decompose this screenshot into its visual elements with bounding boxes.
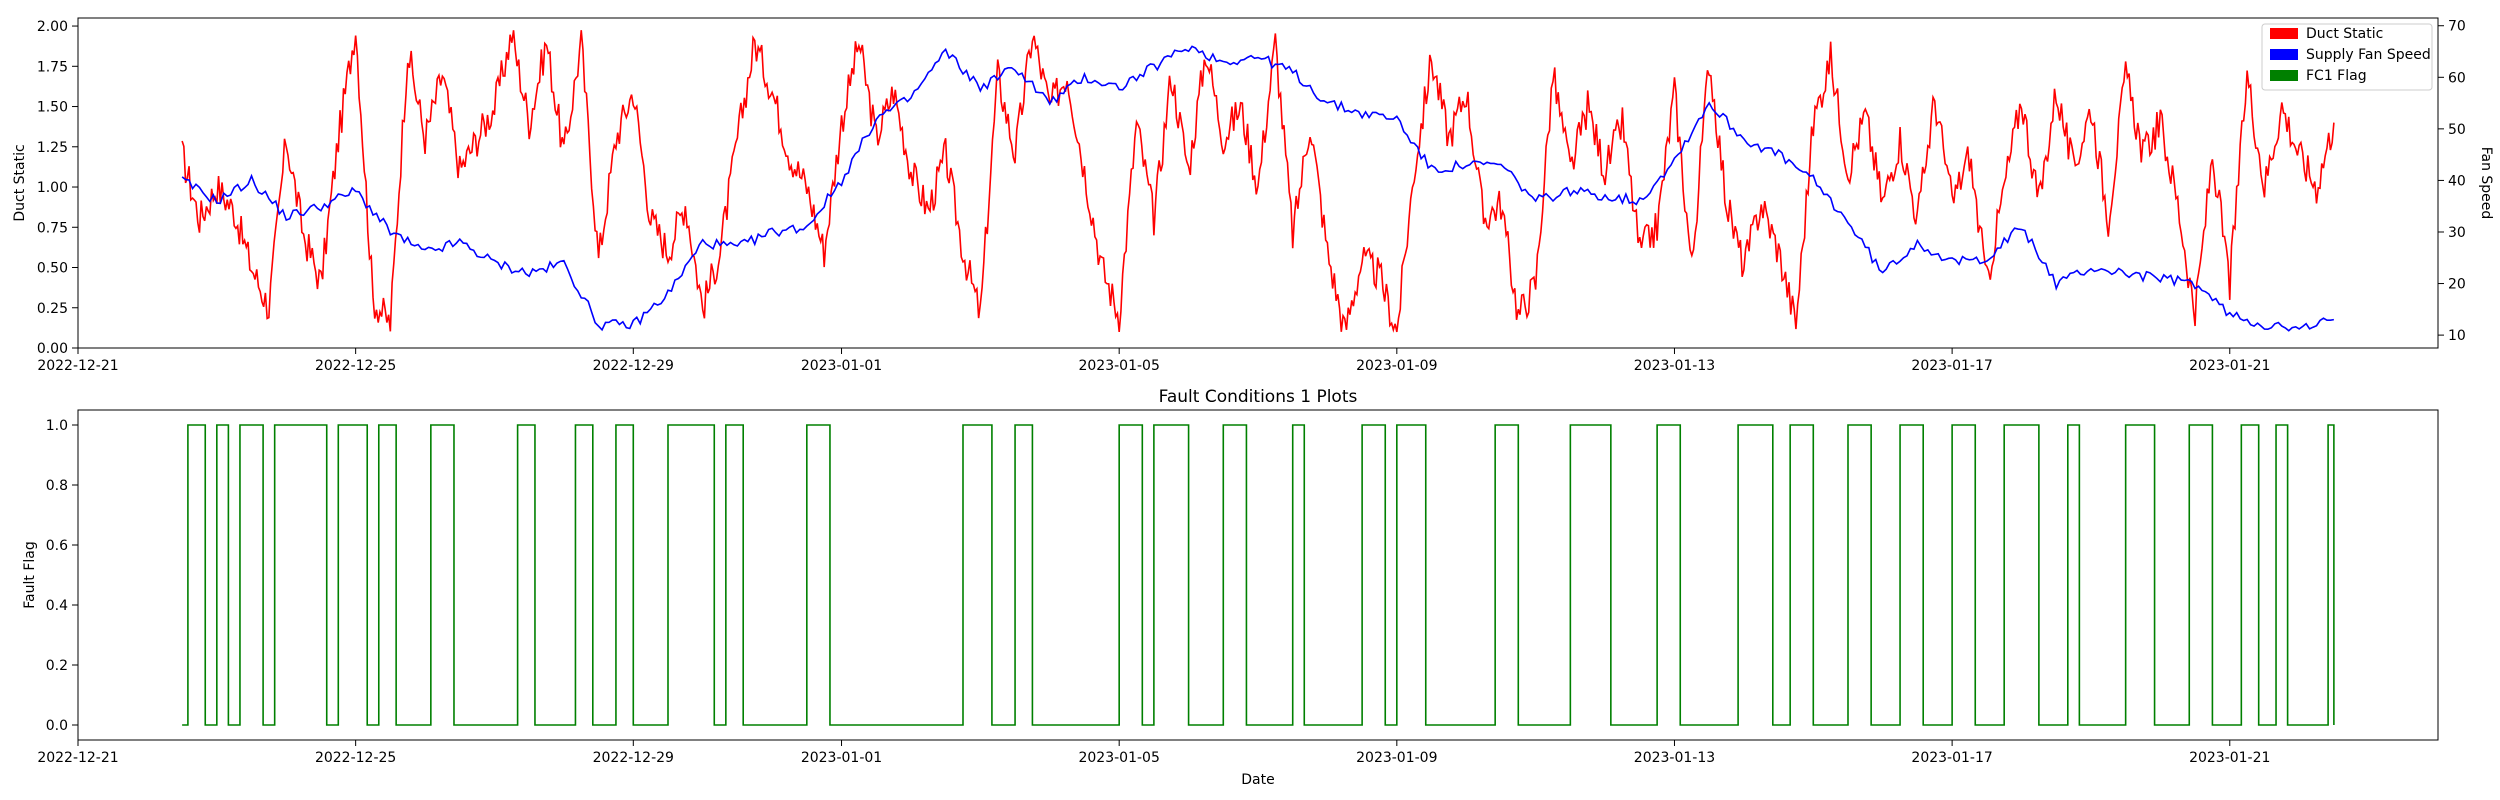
bottom-x-ticks: 2022-12-21 2022-12-25 2022-12-29 2023-01-01… — [37, 740, 2270, 766]
y-tick-label: 0.6 — [46, 538, 68, 554]
y-tick-label: 1.25 — [37, 140, 68, 156]
top-x-ticks: 2022-12-21 2022-12-25 2022-12-29 2023-01-01… — [37, 348, 2270, 374]
x-tick-label: 2022-12-25 — [315, 750, 396, 766]
y2-tick-label: 10 — [2448, 328, 2466, 344]
x-tick-label: 2023-01-09 — [1356, 750, 1437, 766]
x-tick-label: 2023-01-13 — [1634, 750, 1715, 766]
top-chart: 2022-12-21 2022-12-25 2022-12-29 2023-01-01… — [12, 17, 2494, 374]
y-tick-label: 0.25 — [37, 301, 68, 317]
x-tick-label: 2023-01-17 — [1911, 358, 1992, 374]
top-y2-ticks: 10 20 30 40 50 60 70 — [2438, 19, 2466, 344]
legend-label-duct-static: Duct Static — [2306, 26, 2383, 42]
y-tick-label: 2.00 — [37, 19, 68, 35]
legend: Duct Static Supply Fan Speed FC1 Flag — [2261, 23, 2433, 91]
legend-label-supply-fan-speed: Supply Fan Speed — [2306, 47, 2431, 63]
y-tick-label: 0.0 — [46, 718, 68, 734]
y-tick-label: 1.50 — [37, 100, 68, 116]
x-tick-label: 2022-12-29 — [593, 358, 674, 374]
x-tick-label: 2022-12-21 — [37, 358, 118, 374]
legend-swatch-supply-fan-speed — [2270, 49, 2298, 60]
top-y-axis-label: Duct Static — [12, 144, 28, 221]
x-tick-label: 2022-12-29 — [593, 750, 674, 766]
x-tick-label: 2023-01-01 — [801, 358, 882, 374]
y-tick-label: 0.50 — [37, 261, 68, 277]
top-series-layer — [181, 30, 2335, 333]
bottom-plot-frame — [77, 409, 2439, 741]
x-tick-label: 2022-12-21 — [37, 750, 118, 766]
legend-swatch-fc1-flag — [2270, 70, 2298, 81]
legend-label-fc1-flag: FC1 Flag — [2306, 68, 2367, 84]
series-line-fc1-flag — [182, 424, 2335, 726]
x-tick-label: 2023-01-05 — [1078, 750, 1159, 766]
legend-swatch-duct-static — [2270, 28, 2298, 39]
y2-tick-label: 70 — [2448, 19, 2466, 35]
series-line-supply-fan-speed — [181, 45, 2335, 332]
y-tick-label: 0.75 — [37, 220, 68, 236]
y2-tick-label: 50 — [2448, 122, 2466, 138]
x-tick-label: 2022-12-25 — [315, 358, 396, 374]
bottom-chart-title: Fault Conditions 1 Plots — [1159, 387, 1358, 407]
x-tick-label: 2023-01-13 — [1634, 358, 1715, 374]
x-tick-label: 2023-01-09 — [1356, 358, 1437, 374]
bottom-chart: Fault Conditions 1 Plots 2022-12-21 2022-… — [22, 387, 2439, 788]
y-tick-label: 0.00 — [37, 341, 68, 357]
y-tick-label: 0.2 — [46, 658, 68, 674]
y-tick-label: 0.8 — [46, 478, 68, 494]
legend-frame — [2261, 23, 2433, 91]
y-tick-label: 0.4 — [46, 598, 68, 614]
x-tick-label: 2023-01-05 — [1078, 358, 1159, 374]
x-tick-label: 2023-01-01 — [801, 750, 882, 766]
y-tick-label: 1.75 — [37, 59, 68, 75]
x-tick-label: 2023-01-21 — [2189, 750, 2270, 766]
y2-tick-label: 20 — [2448, 277, 2466, 293]
y2-tick-label: 40 — [2448, 173, 2466, 189]
top-plot-frame — [77, 17, 2439, 349]
y2-tick-label: 30 — [2448, 225, 2466, 241]
series-line-duct-static — [181, 30, 2335, 333]
y2-tick-label: 60 — [2448, 70, 2466, 86]
bottom-series-layer — [182, 424, 2335, 726]
x-tick-label: 2023-01-17 — [1911, 750, 1992, 766]
y-tick-label: 1.0 — [46, 418, 68, 434]
bottom-y-ticks: 0.0 0.2 0.4 0.6 0.8 1.0 — [46, 418, 78, 734]
y-tick-label: 1.00 — [37, 180, 68, 196]
x-tick-label: 2023-01-21 — [2189, 358, 2270, 374]
top-y2-axis-label: Fan Speed — [2478, 147, 2494, 220]
bottom-y-axis-label: Fault Flag — [22, 541, 38, 608]
bottom-x-axis-label: Date — [1241, 772, 1274, 788]
top-y-ticks: 0.00 0.25 0.50 0.75 1.00 1.25 1.50 1.75 2.00 — [37, 19, 78, 357]
